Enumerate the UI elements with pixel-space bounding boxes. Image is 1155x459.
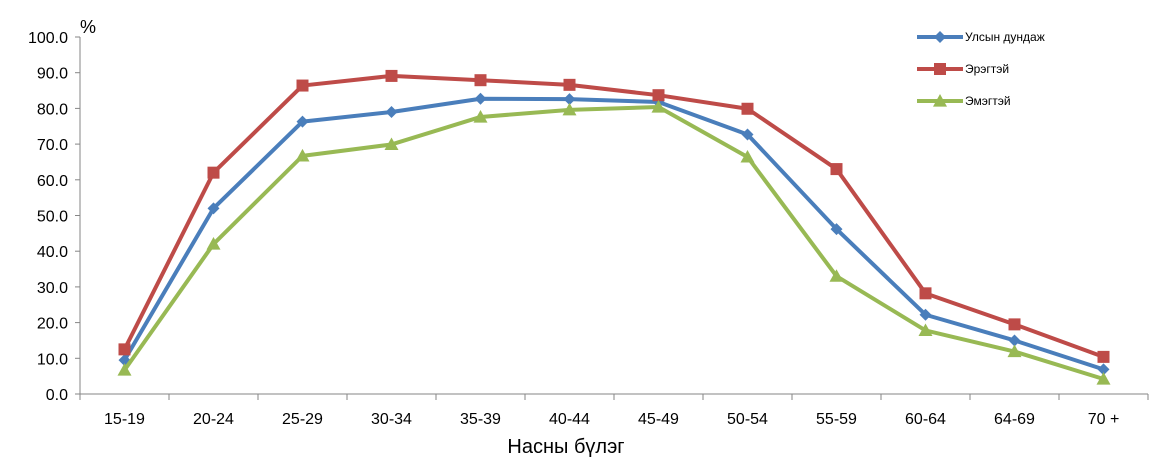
x-tick-label: 25-29	[282, 411, 323, 428]
legend-item: Эмэгтэй	[917, 94, 1011, 108]
legend: Улсын дундаж Эрэгтэй Эмэгтэй	[917, 30, 1045, 108]
y-tick-label: 50.0	[37, 209, 68, 226]
y-tick-label: 100.0	[28, 30, 68, 47]
y-tick-label: 70.0	[37, 137, 68, 154]
series-1	[119, 93, 1110, 376]
y-tick-label: 10.0	[37, 351, 68, 368]
x-tick-label: 64-69	[994, 411, 1035, 428]
data-point	[653, 89, 665, 101]
series-line	[125, 99, 1104, 370]
y-tick-label: 90.0	[37, 66, 68, 83]
data-point	[475, 93, 487, 105]
y-tick-label: 40.0	[37, 244, 68, 261]
legend-item: Эрэгтэй	[917, 62, 1009, 76]
legend-marker	[934, 31, 946, 43]
series-3	[118, 100, 1111, 385]
x-tick-label: 55-59	[816, 411, 857, 428]
y-tick-labels: 0.0 10.0 20.0 30.0 40.0 50.0 60.0 70.0 80.0 90.0 1…	[28, 30, 68, 404]
legend-label: Эрэгтэй	[965, 62, 1009, 76]
y-tick-label: 20.0	[37, 316, 68, 333]
data-point	[831, 163, 843, 175]
series-group	[118, 70, 1111, 385]
y-tick-label: 0.0	[46, 387, 68, 404]
data-point	[208, 167, 220, 179]
data-point	[1098, 351, 1110, 363]
data-point	[386, 70, 398, 82]
x-tick-labels: 15-19 20-24 25-29 30-34 35-39 40-44 45-49 50-54…	[104, 411, 1119, 428]
x-tick-label: 60-64	[905, 411, 946, 428]
y-tick-label: 80.0	[37, 101, 68, 118]
x-tick-label: 35-39	[460, 411, 501, 428]
x-axis-title: Насны бүлэг	[507, 436, 624, 458]
legend-label: Улсын дундаж	[965, 30, 1045, 44]
data-point	[1009, 318, 1021, 330]
data-point	[920, 287, 932, 299]
y-axis-unit-label: %	[80, 17, 96, 37]
legend-item: Улсын дундаж	[917, 30, 1045, 44]
series-2	[119, 70, 1110, 363]
x-tick-label: 70 +	[1088, 411, 1120, 428]
x-tick-label: 45-49	[638, 411, 679, 428]
data-point	[386, 106, 398, 118]
y-tick-label: 60.0	[37, 173, 68, 190]
series-line	[125, 76, 1104, 357]
data-point	[297, 80, 309, 92]
legend-label: Эмэгтэй	[965, 94, 1011, 108]
data-point	[475, 74, 487, 86]
legend-marker	[934, 63, 946, 75]
data-point	[119, 343, 131, 355]
x-tick-label: 50-54	[727, 411, 768, 428]
series-line	[125, 107, 1104, 379]
data-point	[742, 103, 754, 115]
y-tick-label: 30.0	[37, 280, 68, 297]
x-tick-label: 30-34	[371, 411, 412, 428]
x-tick-label: 40-44	[549, 411, 590, 428]
data-point	[564, 79, 576, 91]
x-tick-label: 15-19	[104, 411, 145, 428]
x-tick-label: 20-24	[193, 411, 234, 428]
